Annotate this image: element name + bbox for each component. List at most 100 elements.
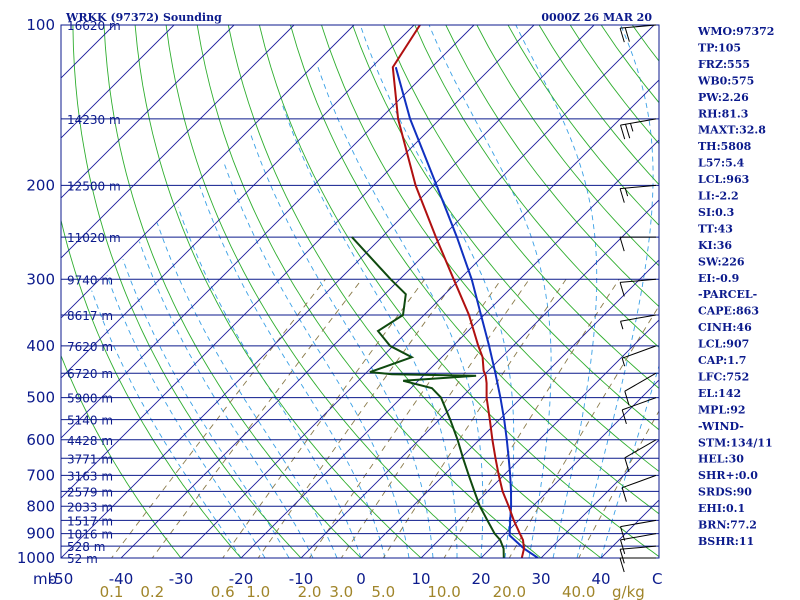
pressure-tick-label: 200 xyxy=(26,176,55,194)
index-item: WMO:97372 xyxy=(697,25,774,38)
index-item: CAP:1.7 xyxy=(698,354,746,367)
temperature-tick-label: 0 xyxy=(356,570,366,588)
wind-barb-staff xyxy=(622,474,657,489)
isotherm xyxy=(120,25,655,558)
mixing-ratio-line xyxy=(340,279,530,558)
wind-barb xyxy=(619,545,657,564)
wind-barbs xyxy=(619,24,657,573)
index-item: CINH:46 xyxy=(698,321,752,334)
height-label: 5140 m xyxy=(67,414,113,428)
wind-barb-staff xyxy=(622,345,657,359)
height-label: 14230 m xyxy=(67,113,121,127)
height-label: 2033 m xyxy=(67,500,113,514)
dry-adiabat xyxy=(414,25,659,348)
mixing-ratio-line xyxy=(508,305,659,558)
mixing-ratio-line xyxy=(151,279,363,558)
dry-adiabat xyxy=(352,25,659,431)
dry-adiabat xyxy=(165,25,482,558)
height-label: 4428 m xyxy=(67,434,113,448)
mixing-ratio-labels: 0.1 0.2 0.6 1.0 2.0 3.0 5.0 10.0 20.0 40.0 xyxy=(100,583,596,600)
index-item: LCL:907 xyxy=(698,338,749,351)
index-item: LFC:752 xyxy=(698,370,749,383)
wind-barb xyxy=(619,278,657,297)
wind-barb-flag xyxy=(630,123,634,132)
header: WRKK (97372) Sounding 0000Z 26 MAR 20 xyxy=(65,11,652,24)
mixing-ratio-tick-label: 5.0 xyxy=(371,583,395,600)
height-label: 5900 m xyxy=(67,392,113,406)
wind-barb-flag xyxy=(620,526,626,541)
isotherm xyxy=(0,25,54,569)
index-item: EL:142 xyxy=(698,387,741,400)
index-item: TP:105 xyxy=(698,42,741,55)
index-item: PW:2.26 xyxy=(698,91,749,104)
index-item: RH:81.3 xyxy=(698,107,748,120)
pressure-tick-label: 1000 xyxy=(17,549,55,567)
mixing-ratio-tick-label: 3.0 xyxy=(329,583,353,600)
index-item: TT:43 xyxy=(698,222,733,235)
height-label: 528 m xyxy=(67,540,105,554)
index-item: EI:-0.9 xyxy=(698,272,739,285)
isotherm xyxy=(61,25,175,139)
mixing-ratio-tick-label: 0.2 xyxy=(140,583,164,600)
wind-barb-flag xyxy=(619,557,625,573)
height-label: 3771 m xyxy=(67,452,113,466)
mixing-ratio-tick-label: 20.0 xyxy=(493,583,526,600)
height-label: 16620 m xyxy=(67,19,121,33)
isotherm xyxy=(180,79,659,558)
mixing-ratio-lines xyxy=(110,279,659,558)
pressure-tick-label: 500 xyxy=(26,389,55,407)
temperature-tick-label: -10 xyxy=(289,570,314,588)
moist-adiabat xyxy=(250,133,434,558)
index-item: SHR+:0.0 xyxy=(698,469,758,482)
index-item: L57:5.4 xyxy=(698,157,745,170)
index-item: CAPE:863 xyxy=(698,305,759,318)
height-label: 2579 m xyxy=(67,485,113,499)
wind-barb-flag xyxy=(621,409,627,425)
height-label: 1517 m xyxy=(67,514,113,528)
temperature-tick-label: 40 xyxy=(591,570,610,588)
dry-adiabat xyxy=(134,25,422,558)
mixing-ratio-tick-label: 10.0 xyxy=(427,583,460,600)
wind-barb-staff xyxy=(620,24,657,29)
pressure-tick-label: 100 xyxy=(26,16,55,34)
wind-barb xyxy=(619,557,656,573)
isotherm xyxy=(61,25,295,259)
index-item: SI:0.3 xyxy=(698,206,734,219)
pressure-tick-label: 700 xyxy=(26,466,55,484)
y-unit-label: mb xyxy=(33,570,57,588)
wind-barb xyxy=(620,519,657,541)
isobars xyxy=(61,25,659,558)
wind-barb-staff xyxy=(620,118,657,126)
wind-barb xyxy=(619,236,656,252)
pressure-labels: 100 200 300 400 500 600 700 800 900 1000 xyxy=(17,16,55,567)
sounding-indices: WMO:97372 TP:105 FRZ:555 WB0:575 PW:2.26 RH:8… xyxy=(697,25,774,548)
wind-barb-flag xyxy=(625,124,631,139)
wind-barb-flag xyxy=(619,549,625,564)
isotherms xyxy=(0,25,659,569)
mixing-ratio-tick-label: 2.0 xyxy=(298,583,322,600)
parcel-line xyxy=(394,66,539,558)
dry-adiabat xyxy=(569,25,659,145)
temperature-labels: -50 -40 -30 -20 -10 0 10 20 30 40 xyxy=(49,570,611,588)
index-item: LCL:963 xyxy=(698,173,749,186)
mixing-ratio-line xyxy=(443,279,620,558)
wind-barb-flag xyxy=(621,487,627,502)
height-label: 12500 m xyxy=(67,179,121,193)
station-title: WRKK (97372) Sounding xyxy=(65,11,222,24)
temperature-line xyxy=(391,25,526,558)
dry-adiabat xyxy=(476,25,659,267)
wind-barb-staff xyxy=(622,397,657,411)
wind-barb xyxy=(621,345,657,367)
index-item: STM:134/11 xyxy=(698,436,773,449)
moist-adiabat xyxy=(317,67,484,558)
moist-adiabat xyxy=(222,160,410,558)
index-item: WB0:575 xyxy=(697,74,754,87)
isotherm xyxy=(360,259,659,558)
mixing-ratio-line xyxy=(578,410,659,558)
wind-barb-flag xyxy=(619,236,625,252)
wind-barb xyxy=(620,533,657,555)
dry-adiabat xyxy=(61,354,182,558)
index-item: LI:-2.2 xyxy=(698,190,739,203)
parcel-series xyxy=(394,66,539,558)
moist-adiabat xyxy=(576,25,654,558)
